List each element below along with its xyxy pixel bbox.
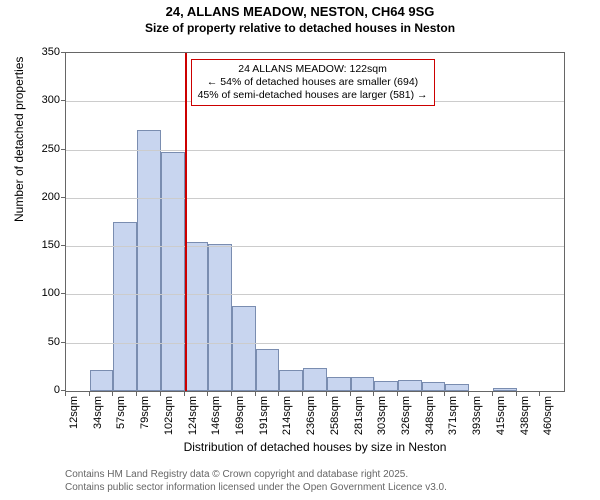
x-tick-mark xyxy=(350,392,351,396)
histogram-bar xyxy=(493,388,517,391)
y-tick-label: 50 xyxy=(30,336,60,348)
histogram-bar xyxy=(303,368,327,391)
histogram-bar xyxy=(279,370,303,391)
footer-attribution: Contains HM Land Registry data © Crown c… xyxy=(65,469,447,494)
x-tick-mark xyxy=(468,392,469,396)
histogram-bar xyxy=(445,384,469,391)
y-tick-label: 300 xyxy=(30,94,60,106)
footer-line1: Contains HM Land Registry data © Crown c… xyxy=(65,469,447,482)
histogram-bar xyxy=(398,380,422,391)
y-tick-mark xyxy=(61,197,65,198)
chart-title-line1: 24, ALLANS MEADOW, NESTON, CH64 9SG xyxy=(0,4,600,21)
x-tick-mark xyxy=(160,392,161,396)
y-tick-mark xyxy=(61,149,65,150)
gridline xyxy=(66,294,564,295)
x-tick-mark xyxy=(492,392,493,396)
y-tick-label: 250 xyxy=(30,143,60,155)
marker-line xyxy=(185,53,187,391)
y-tick-label: 0 xyxy=(30,384,60,396)
y-axis-label: Number of detached properties xyxy=(12,57,26,222)
histogram-bar xyxy=(208,244,232,391)
histogram-bar xyxy=(232,306,256,391)
histogram-bar xyxy=(113,222,137,391)
gridline xyxy=(66,198,564,199)
x-tick-mark xyxy=(421,392,422,396)
annotation-line2: 45% of semi-detached houses are larger (… xyxy=(198,89,428,102)
y-tick-mark xyxy=(61,52,65,53)
gridline xyxy=(66,150,564,151)
histogram-bar xyxy=(90,370,114,391)
chart-title-block: 24, ALLANS MEADOW, NESTON, CH64 9SG Size… xyxy=(0,4,600,36)
histogram-bar xyxy=(256,349,280,391)
chart-title-line2: Size of property relative to detached ho… xyxy=(0,21,600,37)
x-tick-mark xyxy=(207,392,208,396)
x-axis-label: Distribution of detached houses by size … xyxy=(65,440,565,454)
x-tick-mark xyxy=(89,392,90,396)
gridline xyxy=(66,246,564,247)
y-tick-label: 150 xyxy=(30,239,60,251)
y-tick-mark xyxy=(61,293,65,294)
x-tick-mark xyxy=(278,392,279,396)
y-tick-label: 350 xyxy=(30,46,60,58)
histogram-bar xyxy=(422,382,446,391)
y-tick-label: 100 xyxy=(30,287,60,299)
annotation-line1: ← 54% of detached houses are smaller (69… xyxy=(198,76,428,89)
x-tick-mark xyxy=(302,392,303,396)
x-tick-mark xyxy=(112,392,113,396)
x-tick-mark xyxy=(184,392,185,396)
x-tick-mark xyxy=(516,392,517,396)
x-tick-mark xyxy=(444,392,445,396)
footer-line2: Contains public sector information licen… xyxy=(65,482,447,495)
histogram-bar xyxy=(374,381,398,391)
histogram-bar xyxy=(161,152,185,391)
y-tick-label: 200 xyxy=(30,191,60,203)
histogram-bar xyxy=(327,377,351,391)
histogram-bar xyxy=(185,242,209,391)
y-tick-mark xyxy=(61,390,65,391)
y-tick-mark xyxy=(61,245,65,246)
x-tick-mark xyxy=(231,392,232,396)
x-tick-mark xyxy=(255,392,256,396)
x-tick-mark xyxy=(326,392,327,396)
annotation-heading: 24 ALLANS MEADOW: 122sqm xyxy=(198,63,428,76)
x-tick-mark xyxy=(65,392,66,396)
plot-area: 24 ALLANS MEADOW: 122sqm ← 54% of detach… xyxy=(65,52,565,392)
y-tick-mark xyxy=(61,100,65,101)
y-tick-mark xyxy=(61,342,65,343)
x-tick-mark xyxy=(136,392,137,396)
gridline xyxy=(66,343,564,344)
x-tick-mark xyxy=(539,392,540,396)
histogram-bar xyxy=(137,130,161,391)
annotation-box: 24 ALLANS MEADOW: 122sqm ← 54% of detach… xyxy=(191,59,435,106)
x-tick-mark xyxy=(373,392,374,396)
x-tick-mark xyxy=(397,392,398,396)
histogram-bar xyxy=(351,377,375,391)
